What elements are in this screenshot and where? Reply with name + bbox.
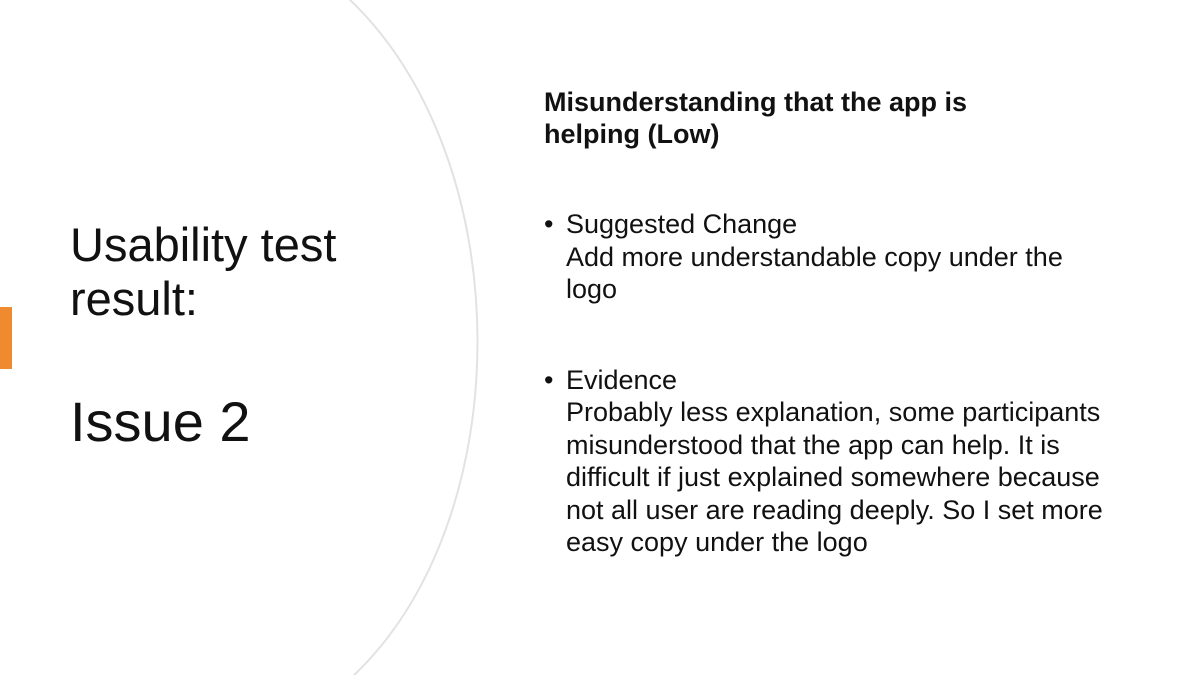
bullet-text: Add more understandable copy under the l… <box>566 241 1063 305</box>
accent-bar <box>0 307 12 369</box>
issue-heading: Misunderstanding that the app is helping… <box>544 87 968 149</box>
bullet-evidence: • Evidence Probably less explanation, so… <box>544 364 1144 559</box>
slide-title: Usability test result: <box>70 218 337 325</box>
content-panel: Misunderstanding that the app is helping… <box>544 86 1144 559</box>
bullet-label: Evidence <box>566 364 678 395</box>
bullet-suggested-change: • Suggested Change Add more understandab… <box>544 208 1144 306</box>
arc-curve <box>348 0 479 675</box>
bullet-list: • Suggested Change Add more understandab… <box>544 208 1144 559</box>
bullet-dot: • <box>544 364 554 395</box>
bullet-dot: • <box>544 209 554 239</box>
bullet-text: Probably less explanation, some particip… <box>566 397 1103 557</box>
issue-label: Issue 2 <box>70 390 251 453</box>
bullet-label: Suggested Change <box>566 209 798 239</box>
